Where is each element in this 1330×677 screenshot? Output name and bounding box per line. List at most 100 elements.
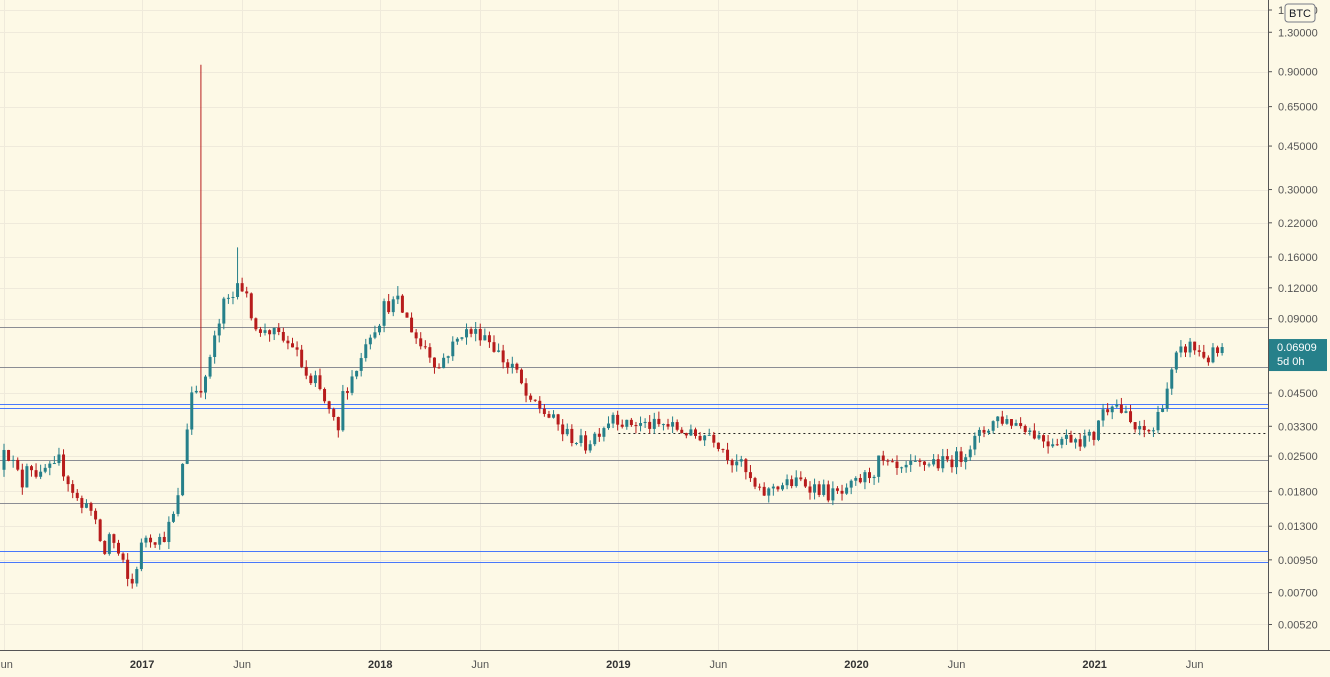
candle — [277, 323, 281, 336]
candle — [158, 533, 162, 550]
candle-body — [231, 296, 235, 298]
candle — [703, 434, 707, 446]
candle-body — [474, 329, 478, 334]
candle-body — [1197, 350, 1201, 352]
candle-body — [254, 318, 258, 330]
candle-body — [822, 484, 826, 495]
candle — [126, 553, 130, 587]
candle-body — [1188, 341, 1192, 353]
candle-body — [1129, 411, 1133, 423]
candle — [107, 532, 111, 556]
candle-body — [387, 301, 391, 313]
candle — [991, 420, 995, 434]
candle — [1087, 429, 1091, 442]
candle — [877, 455, 881, 483]
candle-body — [39, 471, 43, 477]
candle-body — [16, 459, 20, 470]
candle — [474, 322, 478, 342]
candle-body — [419, 338, 423, 347]
time-tick-label: Jun — [0, 659, 13, 671]
candle-body — [162, 536, 166, 543]
candle-body — [863, 472, 867, 483]
price-tick-label: 0.04500 — [1278, 388, 1318, 400]
candle-body — [7, 449, 11, 461]
candle-body — [304, 366, 308, 376]
price-tick-label: 0.02500 — [1278, 451, 1318, 463]
candle — [1119, 397, 1123, 414]
candle-body — [1151, 430, 1155, 432]
candle — [359, 352, 363, 377]
candle-body — [1101, 409, 1105, 421]
candle-body — [1202, 351, 1206, 358]
candle — [48, 461, 52, 476]
price-tick-label: 0.16000 — [1278, 252, 1318, 264]
candle-body — [341, 391, 345, 431]
candle — [840, 484, 844, 501]
candle — [602, 426, 606, 442]
candle — [345, 387, 349, 400]
candle — [1165, 382, 1169, 412]
candle — [487, 331, 491, 348]
candle — [217, 318, 221, 343]
time-tick-label: 2021 — [1082, 659, 1106, 671]
candle-body — [510, 363, 514, 368]
candle-body — [941, 456, 945, 469]
candle — [675, 419, 679, 432]
candle — [584, 431, 588, 454]
candle-body — [1220, 347, 1224, 354]
candle-body — [744, 459, 748, 473]
candle-body — [71, 484, 75, 493]
candle-body — [345, 391, 349, 393]
candle — [726, 442, 730, 465]
candle — [501, 344, 505, 369]
candle — [854, 476, 858, 486]
candle — [890, 458, 894, 463]
currency-badge[interactable]: BTC — [1284, 3, 1316, 23]
candle — [593, 431, 597, 447]
candle-body — [332, 409, 336, 418]
candle-body — [721, 448, 725, 450]
candle-body — [428, 347, 432, 358]
candle — [419, 332, 423, 350]
candle-body — [158, 536, 162, 545]
candle — [666, 418, 670, 430]
time-tick-label: Jun — [1186, 659, 1204, 671]
candle-body — [1161, 408, 1165, 412]
candle — [1028, 427, 1032, 436]
candle-body — [249, 293, 253, 319]
candle — [922, 461, 926, 471]
candle-body — [529, 395, 533, 400]
candle-body — [932, 459, 936, 465]
candle — [258, 326, 262, 337]
candle-body — [730, 460, 734, 466]
candle-body — [226, 297, 230, 299]
candle-body — [364, 344, 368, 359]
candle-body — [240, 283, 244, 292]
candle — [955, 447, 959, 475]
candle-body — [597, 433, 601, 437]
candle-body — [762, 486, 766, 496]
candle-body — [629, 419, 633, 426]
candle — [405, 312, 409, 318]
candle-body — [144, 537, 148, 543]
candle — [336, 416, 340, 438]
candle — [1046, 435, 1050, 454]
candle-body — [121, 553, 125, 560]
candle-body — [1133, 422, 1137, 430]
candle-body — [139, 542, 143, 570]
candle-body — [1174, 352, 1178, 370]
candle — [25, 463, 29, 488]
candle — [1124, 405, 1128, 414]
candle — [149, 534, 153, 548]
candle — [80, 495, 84, 514]
candle — [565, 423, 569, 437]
candle — [909, 454, 913, 472]
price-tick-label: 0.45000 — [1278, 141, 1318, 153]
candle-body — [726, 449, 730, 461]
candle — [1115, 399, 1119, 409]
candle-body — [130, 578, 134, 584]
candle — [533, 399, 537, 402]
candle-body — [858, 477, 862, 483]
candle — [66, 475, 70, 492]
